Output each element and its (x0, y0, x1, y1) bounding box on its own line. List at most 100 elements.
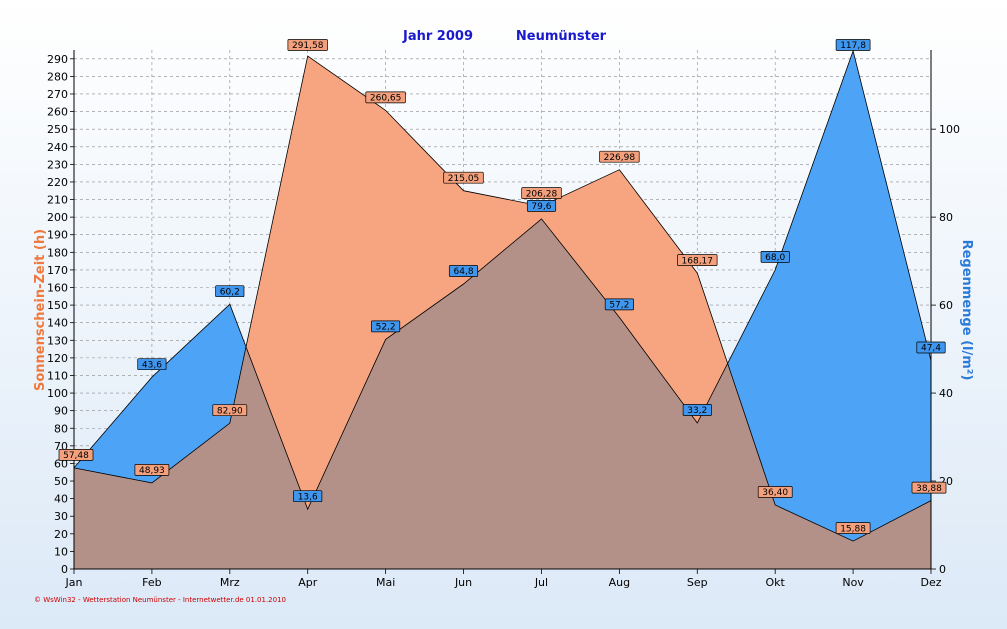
rain-data-label-text: 47,4 (921, 344, 941, 354)
y-left-tick-label: 270 (47, 88, 68, 101)
x-tick-label: Jun (454, 576, 472, 589)
sunshine-data-label-text: 82,90 (217, 406, 243, 416)
y-left-tick-label: 0 (61, 563, 68, 576)
rain-data-label-box (604, 298, 634, 311)
rain-data-label: 43,6 (137, 358, 167, 371)
y-left-tick-label: 220 (47, 176, 68, 189)
sunshine-data-label-box (134, 464, 170, 476)
y-left-tick-label: 280 (47, 70, 68, 83)
rain-data-label-box (293, 490, 323, 503)
y-left-tick-label: 10 (54, 545, 68, 558)
sunshine-data-label-box (835, 522, 871, 534)
y-axis-left-title: Sonnenschein-Zeit (h) (33, 229, 48, 391)
rain-data-label-text: 68,0 (765, 253, 785, 263)
rain-data-label-box (526, 200, 557, 212)
y-left-tick-label: 290 (47, 53, 68, 66)
rain-data-label-box (137, 358, 167, 371)
rain-data-label: 68,0 (760, 251, 790, 263)
sunshine-data-label-box (911, 481, 947, 494)
sunshine-data-label: 48,93 (134, 464, 170, 476)
overlap-area (74, 56, 931, 569)
rain-data-label: 33,2 (682, 404, 712, 416)
x-tick-label: Dez (920, 576, 941, 589)
sunshine-data-label: 82,90 (212, 404, 248, 416)
x-tick-label: Aug (609, 576, 630, 589)
rain-data-label-text: 43,6 (142, 360, 162, 370)
sunshine-data-label: 168,17 (677, 254, 718, 266)
y-left-tick-label: 120 (47, 352, 68, 365)
x-tick-label: Mrz (220, 576, 240, 589)
rain-data-label-box (448, 265, 479, 277)
x-tick-label: Apr (298, 576, 318, 589)
y-left-tick-label: 90 (54, 405, 68, 418)
sunshine-data-label: 38,88 (911, 481, 947, 494)
y-left-tick-label: 230 (47, 158, 68, 171)
sunshine-line (73, 55, 932, 542)
rain-data-label-box (916, 341, 946, 354)
rain-data-label-text: 52,2 (376, 323, 396, 333)
sunshine-data-label-box (287, 39, 328, 51)
rain-data-label-text: 117,8 (840, 41, 866, 51)
sunshine-data-label-text: 291,58 (292, 41, 324, 51)
y-left-tick-label: 130 (47, 334, 68, 347)
y-axis-right-title: Regenmenge (l/m²) (959, 240, 974, 381)
rain-data-label-box (371, 320, 401, 333)
chart-subtitle: Neumünster (516, 29, 607, 44)
y-left-tick-label: 250 (47, 123, 68, 136)
y-left-tick-label: 100 (47, 387, 68, 400)
x-tick-label: Sep (687, 576, 708, 589)
sunshine-data-label: 206,28 (521, 187, 562, 199)
y-left-tick-label: 150 (47, 299, 68, 312)
sunshine-data-label-text: 36,40 (762, 488, 788, 498)
sunshine-data-label-text: 226,98 (604, 153, 636, 163)
y-left-tick-label: 260 (47, 106, 68, 119)
rain-data-label: 47,4 (916, 341, 946, 354)
sunshine-data-label-text: 48,93 (139, 466, 165, 476)
x-tick-label: Jan (65, 576, 83, 589)
sunshine-data-label-text: 15,88 (840, 524, 866, 534)
y-left-tick-label: 170 (47, 264, 68, 277)
rain-data-label-text: 33,2 (687, 406, 707, 416)
rain-data-label: 52,2 (371, 320, 401, 333)
y-left-tick-label: 200 (47, 211, 68, 224)
sunshine-data-label: 260,65 (365, 91, 406, 104)
sunshine-data-label-box (58, 449, 94, 461)
y-right-tick-label: 100 (939, 123, 960, 136)
x-tick-label: Nov (842, 576, 864, 589)
y-left-tick-label: 110 (47, 369, 68, 382)
rain-data-label-box (215, 285, 245, 298)
rain-data-label-box (682, 404, 712, 416)
y-left-tick-label: 140 (47, 317, 68, 330)
y-right-tick-label: 40 (939, 387, 953, 400)
sunshine-data-label-text: 57,48 (63, 451, 89, 461)
rain-data-label: 79,6 (526, 200, 557, 212)
y-left-tick-label: 20 (54, 528, 68, 541)
y-left-tick-label: 160 (47, 282, 68, 295)
rain-data-label: 60,2 (215, 285, 245, 298)
sunshine-data-label: 226,98 (599, 150, 640, 163)
rain-data-label-text: 64,8 (454, 267, 474, 277)
y-right-tick-label: 60 (939, 299, 953, 312)
y-left-tick-label: 240 (47, 141, 68, 154)
sunshine-data-label-text: 206,28 (526, 189, 558, 199)
x-tick-label: Mai (376, 576, 395, 589)
x-tick-label: Feb (142, 576, 161, 589)
sunshine-data-label: 15,88 (835, 522, 871, 534)
sunshine-data-label-text: 168,17 (682, 256, 714, 266)
sunshine-data-label: 57,48 (58, 449, 94, 461)
rain-data-label: 117,8 (835, 39, 871, 51)
y-left-tick-label: 80 (54, 422, 68, 435)
sunshine-data-label-box (521, 187, 562, 199)
rain-data-label-text: 13,6 (298, 492, 318, 502)
y-right-tick-label: 80 (939, 211, 953, 224)
sunshine-data-label-text: 215,05 (448, 174, 480, 184)
sunshine-data-label: 36,40 (757, 486, 793, 498)
sunshine-data-label-box (757, 486, 793, 498)
sunshine-data-label-box (365, 91, 406, 104)
rain-data-label-box (835, 39, 871, 51)
y-left-tick-label: 50 (54, 475, 68, 488)
rain-data-label: 57,2 (604, 298, 634, 311)
data-labels: 57,48 48,93 82,90 291,58 260,65 215,05 206,28 2… (58, 39, 947, 534)
rain-data-label-text: 57,2 (609, 301, 629, 311)
